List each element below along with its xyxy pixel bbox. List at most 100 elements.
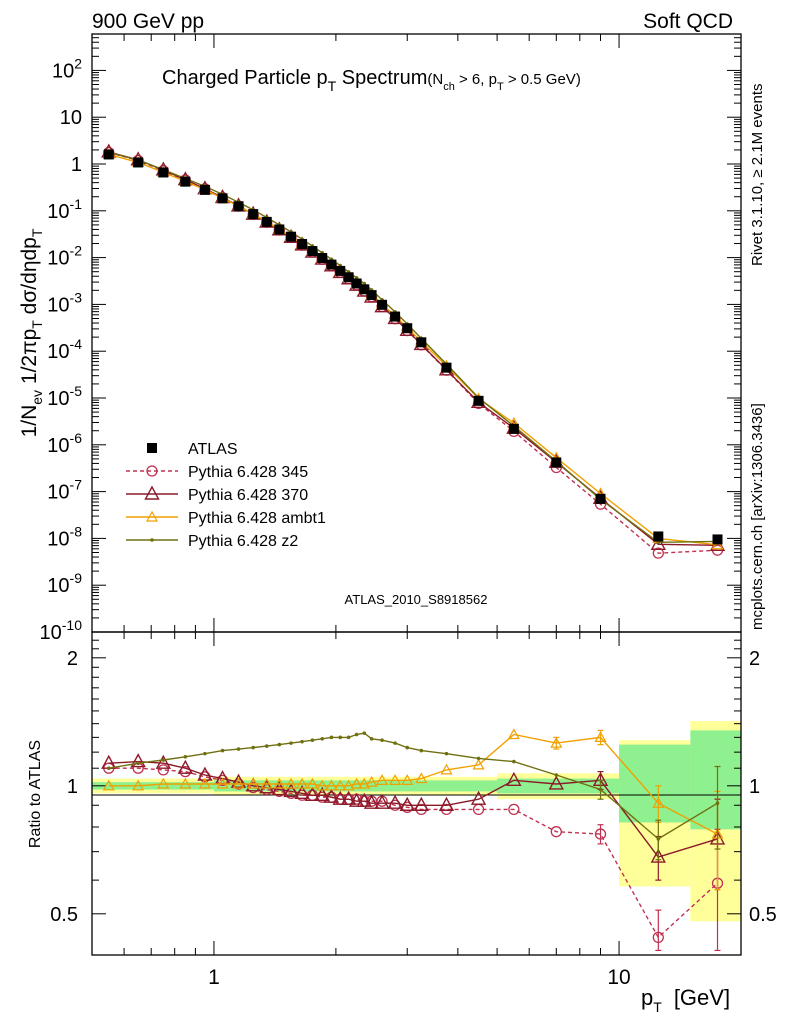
atlas-point (233, 201, 244, 212)
ratio-series (101, 728, 726, 952)
ratio-tick-labels: 0.5 0.5 1 1 2 2 (50, 648, 777, 926)
atlas-point (551, 457, 562, 468)
main-panel (91, 33, 742, 633)
atlas-point (217, 193, 228, 204)
series-point-ratio (440, 763, 453, 775)
series-point-ratio (387, 794, 403, 809)
atlas-point (261, 216, 272, 227)
atlas-point (158, 167, 169, 178)
series-point-ratio (362, 731, 367, 735)
series-point-ratio (334, 779, 347, 791)
atlas-point (307, 246, 318, 257)
series-point-ratio (260, 777, 273, 789)
series-point-ratio (346, 735, 351, 740)
series-point-ratio (393, 741, 397, 745)
atlas-point (402, 323, 413, 334)
series-point-ratio (405, 745, 410, 750)
band-green (213, 780, 498, 792)
atlas-point (473, 395, 484, 406)
band-green (619, 744, 691, 823)
legend: ATLAS Pythia 6.428 345 Pythia 6.428 370 Pyt… (126, 441, 326, 550)
series-point-ratio (198, 777, 211, 789)
series-point-ratio (512, 759, 516, 764)
main-y-label: 1/Nev 1/2πpT dσ/dηdpT (18, 228, 45, 437)
series-point-ratio (470, 790, 487, 805)
series-point-ratio (401, 774, 414, 785)
y-tick-label: 10-4 (47, 336, 82, 363)
series-point-ratio (216, 777, 229, 789)
y-tick-label: 10-5 (47, 383, 82, 410)
legend-label: Pythia 6.428 370 (188, 487, 308, 504)
series-point-ratio (389, 774, 402, 785)
atlas-point (286, 231, 297, 242)
series-point-ratio (340, 790, 357, 805)
series-point-ratio (277, 742, 282, 747)
series-point-ratio (650, 848, 666, 863)
series-point-ratio (179, 777, 192, 789)
series-point-ratio (415, 772, 428, 784)
series-point-ratio (106, 766, 111, 771)
atlas-point (359, 284, 370, 295)
series-point-ratio (296, 777, 309, 789)
series-point-ratio (652, 796, 665, 808)
series-point-ratio (594, 828, 607, 840)
y-tick-label: 10-9 (47, 570, 82, 597)
series-point-ratio (316, 779, 329, 791)
atlas-point (366, 290, 377, 301)
y-tick-label: 10-3 (47, 289, 82, 316)
series-point-ratio (157, 764, 169, 776)
series-point-ratio (294, 784, 310, 800)
atlas-point (274, 224, 285, 235)
atlas-point (377, 299, 388, 310)
series-point-ratio (440, 803, 453, 816)
atlas-point (297, 239, 308, 250)
series-point-ratio (310, 738, 315, 743)
series-point-ratio (323, 788, 340, 803)
series-point-ratio (273, 777, 286, 789)
legend-label: Pythia 6.428 ambt1 (188, 510, 326, 527)
atlas-point (180, 176, 191, 187)
series-point-ratio (554, 773, 559, 777)
series-point-ratio (283, 782, 299, 798)
series-point-ratio (358, 777, 371, 789)
atlas-point (653, 531, 664, 542)
legend-marker (150, 538, 154, 542)
series-point-ratio (130, 753, 146, 768)
series-point-ratio (550, 736, 563, 748)
main-ticks (91, 33, 742, 633)
legend-marker (146, 465, 158, 477)
series-point-ratio (232, 777, 245, 789)
source-label: mcplots.cern.ch [arXiv:1306.3436] (749, 403, 766, 630)
ratio-panel (91, 631, 742, 956)
series-point-ratio (438, 796, 455, 811)
series-point-ratio (548, 775, 564, 790)
series-point-ratio (177, 759, 194, 774)
series-point-ratio (399, 796, 415, 811)
ratio-tick-label-right: 2 (749, 648, 760, 670)
main-series (101, 143, 726, 559)
series-point-ratio (506, 771, 522, 787)
series-point-ratio (476, 756, 481, 761)
legend-marker (147, 443, 157, 453)
series-point-ratio (320, 736, 324, 741)
legend-label: ATLAS (188, 441, 238, 458)
x-tick-label: 1 (208, 966, 220, 989)
series-point-ratio (419, 748, 424, 753)
ratio-tick-label-left: 1 (67, 776, 78, 798)
ratio-uncertainty-bands (92, 721, 741, 922)
ratio-tick-label-left: 2 (67, 648, 78, 670)
series-point-ratio (350, 777, 363, 789)
atlas-point (133, 157, 144, 168)
series-point-ratio (363, 794, 380, 809)
atlas-point (416, 337, 427, 348)
series-point-ratio (220, 748, 225, 753)
y-tick-labels: 10-10 10-9 10-8 10-7 10-6 10-5 10-4 10-3 10-2 10-… (40, 55, 83, 644)
series-point-ratio (354, 732, 359, 737)
series-point-ratio (348, 792, 365, 807)
ratio-tick-label-right: 1 (749, 776, 760, 798)
series-point-main (652, 547, 664, 559)
atlas-point (343, 272, 354, 283)
header-left: 900 GeV pp (92, 10, 204, 33)
atlas-point (199, 184, 210, 195)
